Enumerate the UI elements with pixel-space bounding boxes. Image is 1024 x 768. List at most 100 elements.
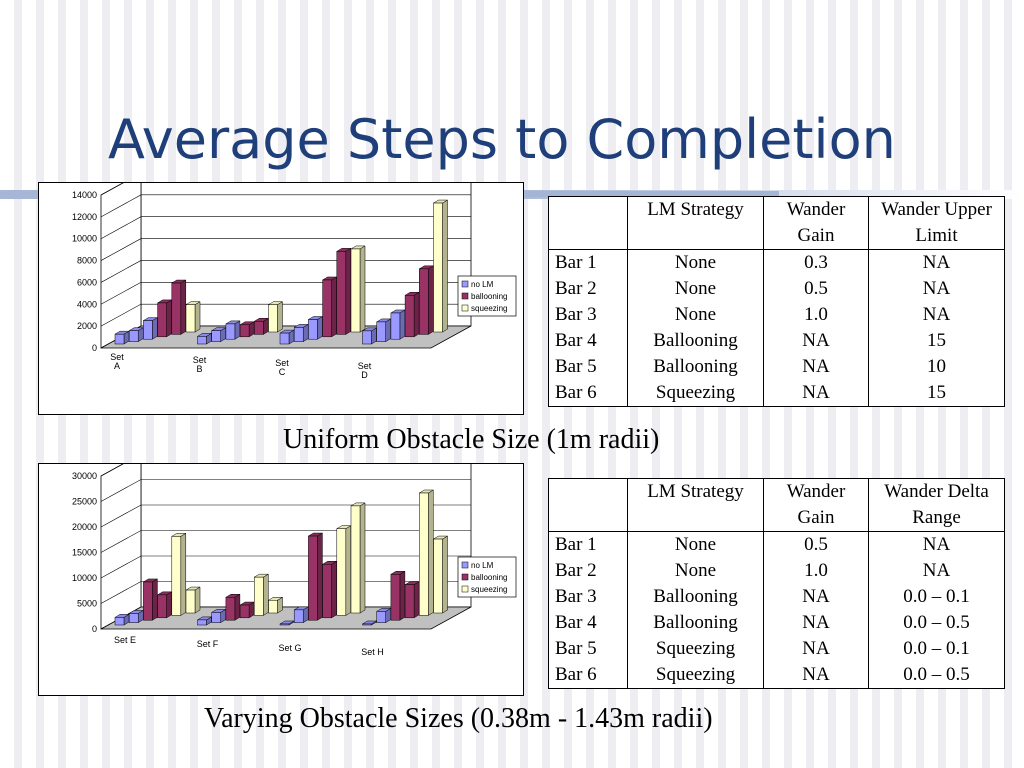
table-cell: 0.0 – 0.1 (868, 636, 1005, 662)
title-divider-accent (525, 191, 779, 197)
table-cell: None (627, 302, 764, 328)
legend-label: ballooning (471, 292, 507, 301)
table-cell: Bar 4 (548, 610, 628, 636)
y-tick-label: 12000 (72, 212, 97, 222)
y-tick-label: 8000 (77, 256, 97, 266)
y-tick-label: 10000 (72, 234, 97, 244)
x-category-label: Set (358, 361, 372, 371)
table-header-cell: Wander Gain (763, 478, 869, 532)
x-category-label: B (196, 364, 202, 374)
legend-swatch (461, 304, 469, 312)
table-header-row: LM Strategy Wander Gain Wander Delta Ran… (548, 478, 1005, 532)
table-cell: NA (763, 662, 869, 689)
table-row: Bar 3 None 1.0 NA (548, 302, 1005, 328)
table-row: Bar 6 Squeezing NA 15 (548, 380, 1005, 407)
bar (128, 613, 139, 623)
y-tick-label: 6000 (77, 277, 97, 287)
x-category-label: C (279, 367, 286, 377)
table-cell: None (627, 249, 764, 276)
x-category-label: A (114, 361, 120, 371)
bar (322, 279, 332, 338)
x-category-label: Set (275, 358, 289, 368)
bar (143, 320, 153, 340)
bar (279, 332, 290, 345)
y-tick-label: 10000 (72, 573, 97, 583)
table-row: Bar 2 None 0.5 NA (548, 276, 1005, 302)
bar-side (442, 535, 448, 614)
y-tick-label: 4000 (77, 299, 97, 309)
bar-side (413, 291, 420, 338)
chart-side-wall (100, 464, 142, 630)
table-cell: NA (763, 380, 869, 407)
bar-side (442, 199, 448, 333)
x-category-label: Set (193, 355, 207, 365)
chart-top-svg: 02000400060008000100001200014000SetASetB… (72, 183, 517, 380)
table-cell: 0.5 (763, 531, 869, 558)
table-cell: Bar 1 (548, 249, 628, 276)
y-tick-label: 20000 (72, 522, 97, 532)
bar (197, 619, 207, 626)
bar-side (277, 301, 283, 333)
gridline (100, 238, 471, 261)
bar (350, 248, 361, 333)
table-cell: 0.3 (763, 249, 869, 276)
table-cell: 15 (868, 380, 1005, 407)
legend-swatch (461, 561, 469, 569)
bar (390, 312, 401, 340)
bar (171, 282, 182, 335)
table-cell: NA (868, 276, 1005, 302)
bar (308, 319, 318, 340)
table-header-cell: Wander Upper Limit (868, 196, 1005, 250)
x-category-label: Set H (361, 647, 384, 657)
bar (225, 323, 236, 340)
table-cell: Bar 5 (548, 636, 628, 662)
table-cell: 0.5 (763, 276, 869, 302)
y-tick-label: 2000 (77, 321, 97, 331)
bar (254, 321, 264, 335)
y-tick-label: 25000 (72, 497, 97, 507)
bar (185, 304, 196, 333)
table-cell: 0.0 – 0.5 (868, 610, 1005, 636)
table-cell: NA (868, 302, 1005, 328)
bar (171, 536, 182, 616)
caption-bottom: Varying Obstacle Sizes (0.38m - 1.43m ra… (204, 703, 713, 734)
table-cell: 1.0 (763, 302, 869, 328)
bar-side (399, 309, 406, 340)
bar (350, 505, 361, 614)
table-cell: None (627, 276, 764, 302)
bar (114, 333, 125, 345)
table-cell: 0.0 – 0.1 (868, 584, 1005, 610)
bar (157, 302, 167, 338)
bar (433, 202, 443, 333)
table-cell: None (627, 531, 764, 558)
table-cell: Ballooning (627, 584, 764, 610)
table-cell: Bar 3 (548, 302, 628, 328)
bar (268, 304, 278, 333)
table-cell: Bar 6 (548, 662, 628, 689)
legend-label: no LM (471, 280, 494, 289)
table-cell: Squeezing (627, 636, 764, 662)
chart-side-wall (100, 183, 142, 349)
table-cell: None (627, 558, 764, 584)
table-header-cell: Wander Delta Range (868, 478, 1005, 532)
bar (211, 612, 221, 623)
table-cell: Squeezing (627, 662, 764, 689)
table-header-cell (548, 196, 628, 250)
y-tick-label: 5000 (77, 599, 97, 609)
table-row: Bar 5 Squeezing NA 0.0 – 0.1 (548, 636, 1005, 662)
bar (268, 600, 278, 614)
table-cell: Ballooning (627, 610, 764, 636)
params-table-top: LM Strategy Wander Gain Wander Upper Lim… (548, 196, 1005, 407)
table-cell: NA (763, 584, 869, 610)
table-cell: Bar 1 (548, 531, 628, 558)
bar-side (180, 279, 187, 335)
table-header-row: LM Strategy Wander Gain Wander Upper Lim… (548, 196, 1005, 250)
legend-swatch (461, 573, 469, 581)
table-row: Bar 2 None 1.0 NA (548, 558, 1005, 584)
bar (322, 564, 332, 619)
table-row: Bar 1 None 0.3 NA (548, 249, 1005, 276)
table-header-cell: Wander Gain (763, 196, 869, 250)
table-cell: Bar 6 (548, 380, 628, 407)
table-cell: 0.0 – 0.5 (868, 662, 1005, 689)
bar (404, 584, 415, 619)
